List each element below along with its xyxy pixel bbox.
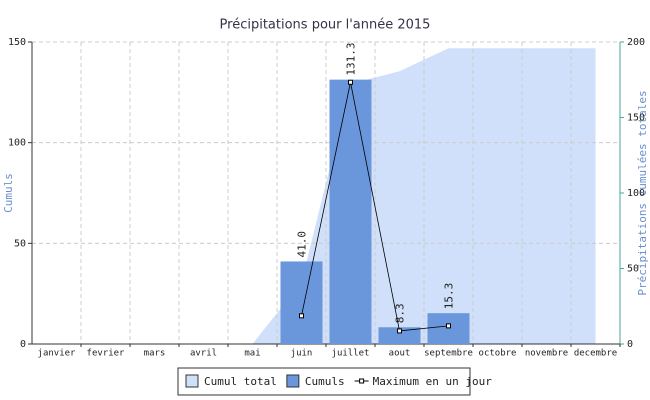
x-tick-label: novembre [525,349,568,359]
x-tick-label: octobre [479,349,517,359]
value-label: 131.3 [345,43,358,76]
x-tick-label: mars [144,349,166,359]
bar [427,313,470,344]
chart-title: Précipitations pour l'année 2015 [220,18,431,33]
value-label: 41.0 [296,231,309,258]
x-tick-label: fevrier [87,349,126,359]
point [348,79,353,85]
y-axis-label: Cumuls [2,173,15,213]
legend-swatch [286,374,300,388]
value-label: 15.3 [443,283,456,310]
y2-tick-label: 0 [627,339,633,350]
legend-box [177,367,471,396]
x-tick-label: juillet [332,349,370,359]
value-label: 8.3 [394,303,407,323]
y2-tick-label: 100 [627,188,645,199]
y2-axis-label: Précipitations cumulées totales [636,90,649,295]
legend-swatch [185,374,199,388]
y-tick-label: 0 [20,339,26,350]
y-tick-label: 50 [14,238,26,249]
legend-label: Cumul total [204,375,277,388]
y-tick-label: 150 [8,37,26,48]
y2-tick-label: 200 [627,37,645,48]
point [446,323,451,329]
bar [329,79,372,345]
bar [378,327,421,344]
x-tick-label: juin [291,349,313,359]
point [299,313,304,319]
x-tick-label: septembre [424,349,473,359]
x-tick-label: janvier [38,349,77,359]
x-tick-label: aout [389,349,411,359]
bar [280,261,323,344]
legend-swatch [359,378,365,384]
x-tick-label: mai [244,349,260,359]
line [301,82,449,332]
x-tick-label: decembre [574,349,617,359]
legend-label: Cumuls [305,375,345,388]
point [397,328,402,334]
y2-tick-label: 50 [627,264,639,275]
x-tick-label: avril [190,349,217,359]
y-tick-label: 100 [8,138,26,149]
legend-label: Maximum en un jour [373,375,493,388]
y2-tick-label: 150 [627,113,645,124]
